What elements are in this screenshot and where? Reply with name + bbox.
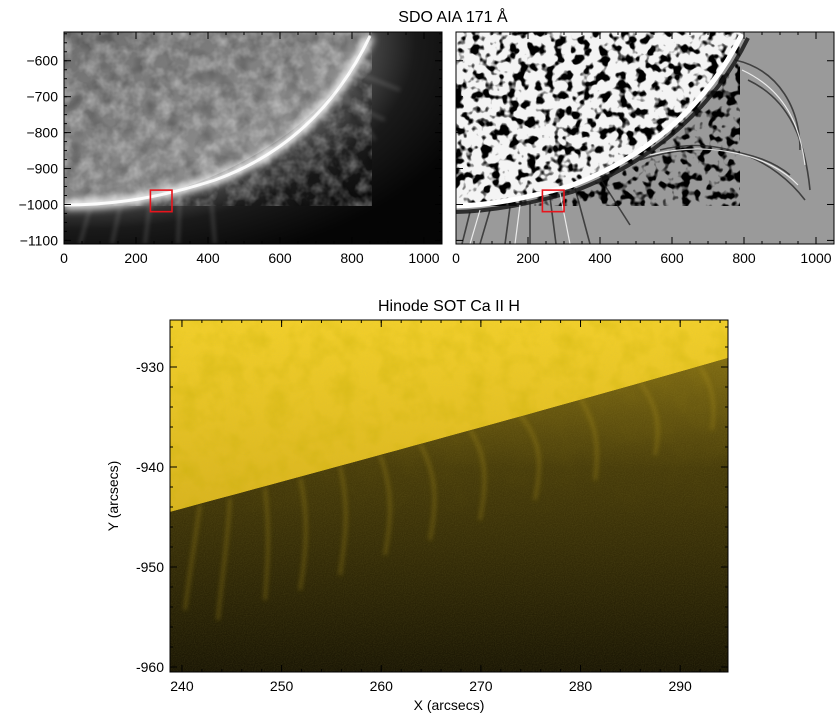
top-title: SDO AIA 171 Å [398, 7, 508, 26]
x-tick-label: 290 [668, 678, 692, 694]
x-tick-label: 600 [268, 250, 292, 266]
aia-intensity-image [64, 32, 442, 244]
y-tick-label: −1000 [19, 196, 59, 212]
x-tick-label: 200 [516, 250, 540, 266]
aia-enhanced-axes: 0 200 400 600 800 1000 [452, 32, 835, 266]
bottom-title: Hinode SOT Ca II H [378, 298, 520, 315]
aia-enhanced-roi-box [541, 189, 565, 213]
hinode-image [170, 320, 728, 672]
x-tick-label: 1000 [408, 250, 439, 266]
y-tick-label: -950 [136, 559, 164, 575]
y-tick-label: −700 [26, 89, 58, 105]
x-tick-label: 270 [469, 678, 493, 694]
y-tick-label: -960 [136, 659, 164, 675]
x-tick-label: 400 [588, 250, 612, 266]
x-tick-label: 800 [340, 250, 364, 266]
y-tick-label: −600 [26, 53, 58, 69]
x-tick-label: 400 [196, 250, 220, 266]
y-tick-label: -940 [136, 459, 164, 475]
x-tick-label: 240 [170, 678, 194, 694]
x-tick-label: 600 [660, 250, 684, 266]
x-tick-label: 260 [370, 678, 394, 694]
y-tick-label: -930 [136, 359, 164, 375]
aia-intensity-panel: 0 200 400 600 800 1000 −600 −700 −800 −900 −1000 −1… [19, 31, 443, 266]
y-tick-label: −800 [26, 125, 58, 141]
hinode-panel: 240 250 260 270 280 290 -930 -940 -950 -960 X (ar… [105, 319, 729, 713]
aia-enhanced-panel: 0 200 400 600 800 1000 [452, 31, 835, 266]
x-tick-label: 250 [270, 678, 294, 694]
x-tick-label: 0 [452, 250, 460, 266]
x-tick-label: 200 [124, 250, 148, 266]
x-tick-label: 280 [569, 678, 593, 694]
y-tick-label: −1100 [20, 232, 58, 248]
hinode-xlabel: X (arcsecs) [414, 697, 485, 713]
x-tick-label: 0 [60, 250, 68, 266]
aia-intensity-roi-box [149, 189, 173, 213]
x-tick-label: 800 [732, 250, 756, 266]
hinode-ylabel: Y (arcsecs) [105, 461, 121, 532]
x-tick-label: 1000 [800, 250, 831, 266]
hinode-axes: 240 250 260 270 280 290 -930 -940 -950 -960 [136, 320, 728, 694]
aia-intensity-axes: 0 200 400 600 800 1000 −600 −700 −800 −900 −1000 −1… [19, 32, 443, 266]
aia-enhanced-image [456, 32, 834, 244]
y-tick-label: −900 [26, 161, 58, 177]
